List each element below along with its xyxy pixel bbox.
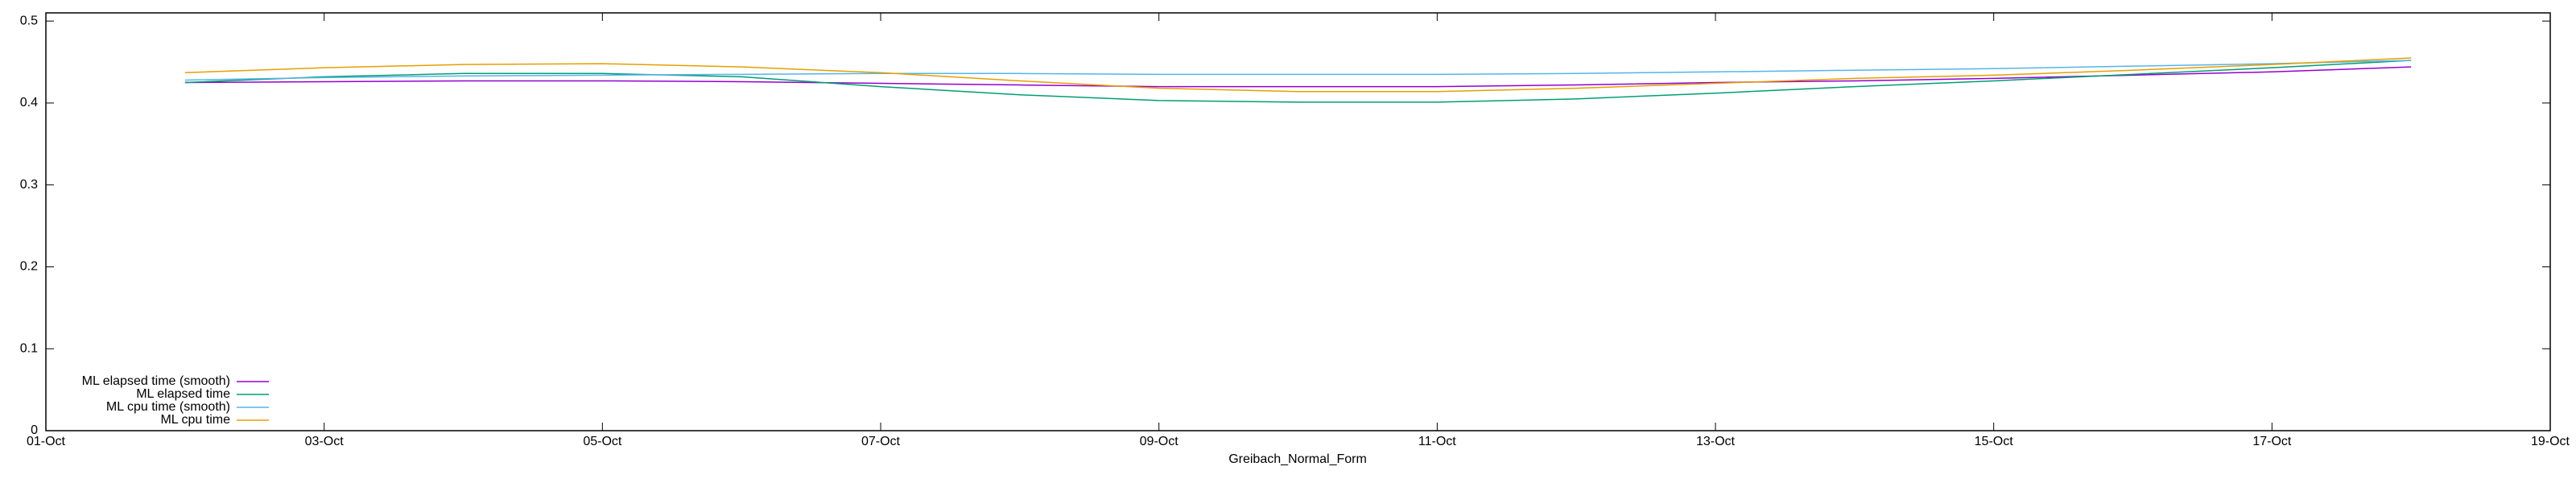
plot-frame bbox=[45, 12, 2551, 431]
x-tick-label: 05-Oct bbox=[583, 435, 622, 448]
legend-label: ML cpu time bbox=[160, 413, 230, 427]
x-tick-label: 01-Oct bbox=[27, 435, 66, 448]
x-tick-label: 13-Oct bbox=[1696, 435, 1736, 448]
y-tick-label: 0.4 bbox=[20, 96, 38, 109]
x-axis-label: Greibach_Normal_Form bbox=[1228, 452, 1367, 466]
y-tick-label: 0 bbox=[31, 423, 38, 437]
x-tick-label: 15-Oct bbox=[1975, 435, 2014, 448]
x-tick-label: 11-Oct bbox=[1418, 435, 1456, 448]
x-tick-label: 09-Oct bbox=[1140, 435, 1179, 448]
y-tick-label: 0.1 bbox=[20, 341, 38, 355]
x-tick-label: 07-Oct bbox=[861, 435, 901, 448]
x-tick-label: 17-Oct bbox=[2252, 435, 2292, 448]
series-line bbox=[184, 60, 2412, 81]
x-tick-label: 03-Oct bbox=[305, 435, 345, 448]
y-tick-label: 0.5 bbox=[20, 14, 38, 27]
series-line bbox=[184, 57, 2412, 93]
legend-label: ML cpu time (smooth) bbox=[106, 400, 230, 414]
y-tick-label: 0.3 bbox=[20, 178, 38, 192]
y-tick-label: 0.2 bbox=[20, 260, 38, 274]
legend-label: ML elapsed time (smooth) bbox=[82, 374, 230, 388]
x-tick-label: 19-Oct bbox=[2531, 435, 2570, 448]
series-line bbox=[184, 60, 2412, 103]
legend-label: ML elapsed time bbox=[136, 387, 230, 401]
series-line bbox=[184, 66, 2412, 88]
